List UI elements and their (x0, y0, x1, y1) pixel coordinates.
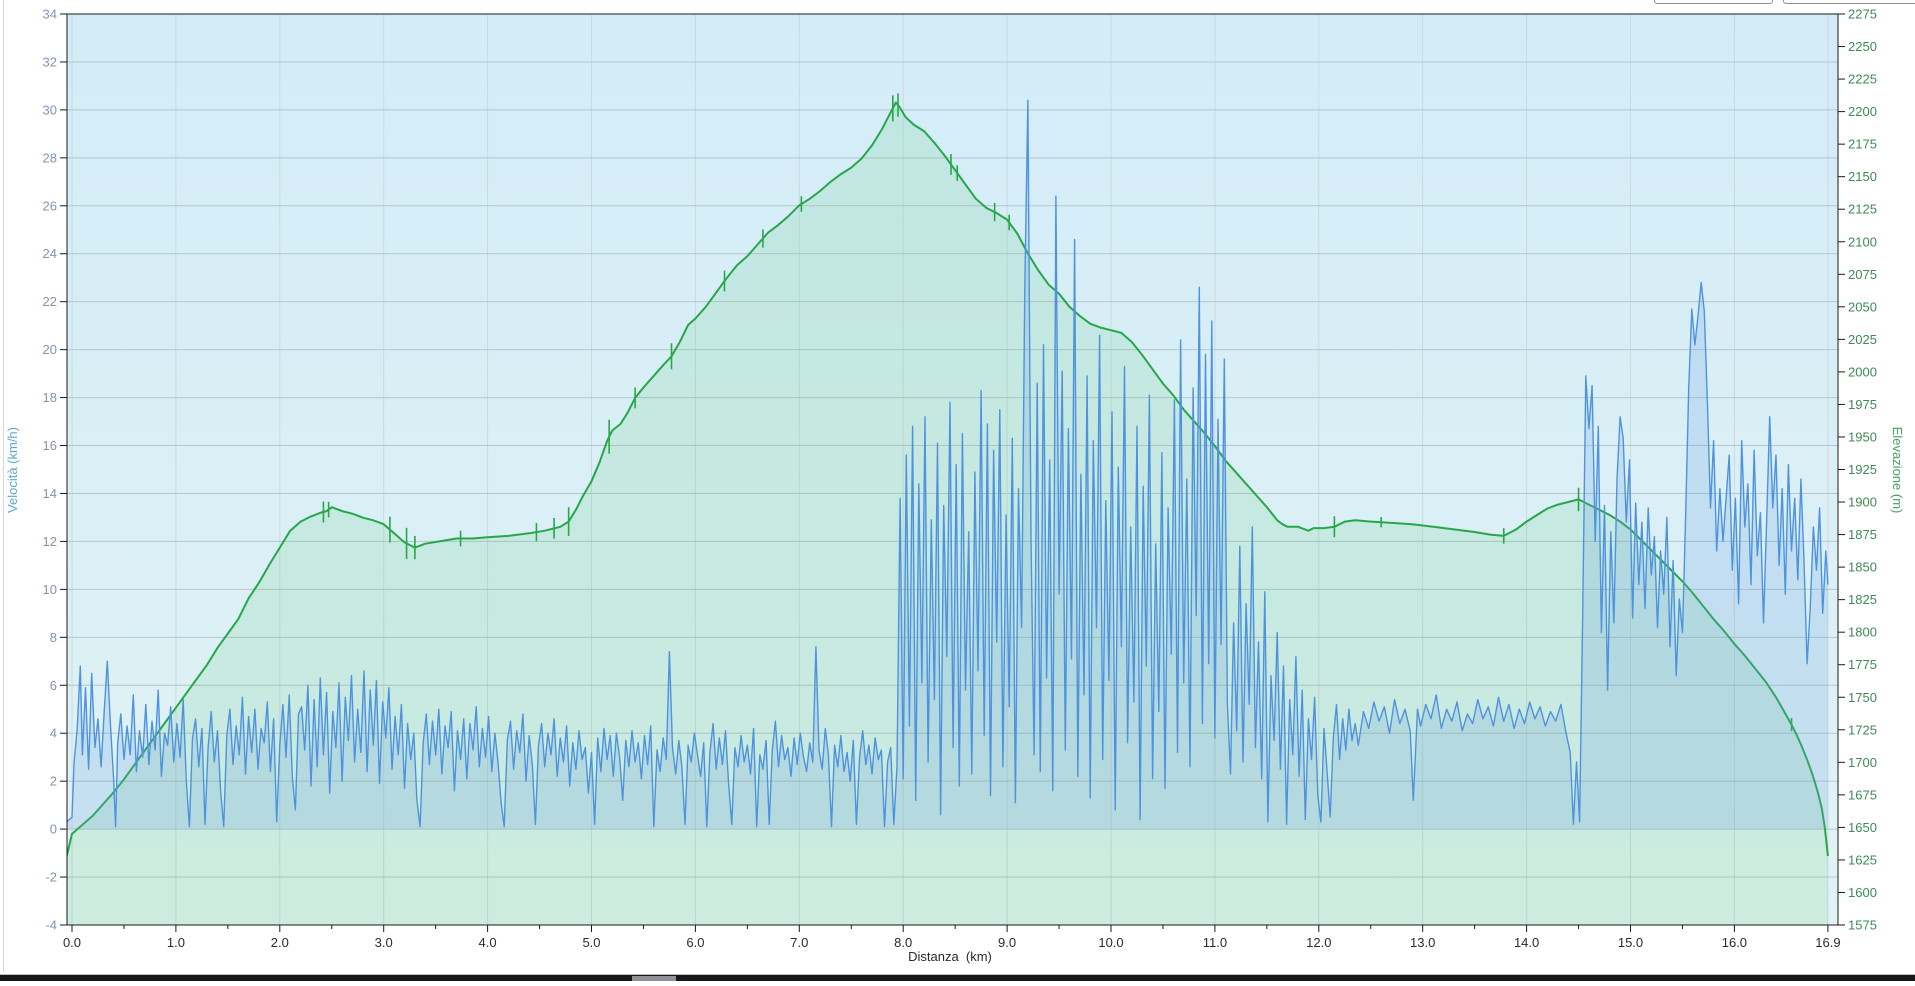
right-axis-tick-label: 2225 (1848, 72, 1877, 87)
x-axis-tick-label: 9.0 (998, 935, 1016, 950)
x-axis-tick-label: 16.0 (1722, 935, 1747, 950)
left-axis-tick-label: 24 (43, 246, 57, 261)
left-axis-tick-label: 28 (43, 150, 57, 165)
left-axis-tick-label: 8 (50, 630, 57, 645)
window-bottom-edge (0, 974, 1915, 981)
right-axis-tick-label: 2100 (1848, 234, 1877, 249)
right-axis-tick-labels: 2275 2250 2225 2200 2175 2150 2125 2100 2075 2050… (1848, 7, 1877, 933)
x-axis-tick-label: 2.0 (271, 935, 289, 950)
left-axis-tick-label: -2 (45, 870, 57, 885)
left-axis-tick-label: 32 (43, 54, 57, 69)
right-axis-tick-label: 1675 (1848, 787, 1877, 802)
x-axis-tick-label: 6.0 (686, 935, 704, 950)
left-axis-tick-label: 4 (50, 726, 57, 741)
right-axis-tick-label: 1925 (1848, 462, 1877, 477)
right-axis-tick-label: 1900 (1848, 495, 1877, 510)
left-axis-tick-label: 16 (43, 438, 57, 453)
right-axis-tick-label: 1975 (1848, 397, 1877, 412)
left-axis-tick-label: 14 (43, 486, 57, 501)
x-axis-tick-label: 4.0 (479, 935, 497, 950)
x-axis-tick-label: 7.0 (790, 935, 808, 950)
toolbar-button-1[interactable] (1654, 0, 1773, 4)
right-axis-title: Elevazione (m) (1890, 427, 1905, 514)
right-axis-tick-label: 2250 (1848, 39, 1877, 54)
right-axis-tick-label: 2025 (1848, 332, 1877, 347)
left-axis-tick-label: 34 (43, 7, 57, 22)
left-axis-title: Velocità (km/h) (5, 427, 20, 513)
x-axis-tick-label: 10.0 (1098, 935, 1123, 950)
x-axis-tick-label: 8.0 (894, 935, 912, 950)
left-axis-tick-label: 2 (50, 774, 57, 789)
panel-left-border (3, 0, 4, 972)
left-axis-tick-label: 0 (50, 822, 57, 837)
x-axis-tick-label: 13.0 (1410, 935, 1435, 950)
x-axis-tick-label: 5.0 (582, 935, 600, 950)
elevation-fill (67, 102, 1828, 925)
speed-line (67, 99, 1829, 828)
toolbar-button-2[interactable] (1783, 0, 1915, 4)
right-axis-tick-label: 2150 (1848, 169, 1877, 184)
elevation-area-series (67, 93, 1829, 925)
x-axis-tick-labels: 0.0 1.0 2.0 3.0 4.0 5.0 6.0 7.0 8.0 9.0 10.0 11.0 12… (63, 935, 1841, 950)
left-axis-tick-label: 12 (43, 534, 57, 549)
grid-horizontal (67, 61, 1838, 878)
right-axis-tick-label: 1700 (1848, 755, 1877, 770)
right-axis-tick-label: 1600 (1848, 885, 1877, 900)
x-axis-tick-label: 3.0 (375, 935, 393, 950)
speed-fill (67, 100, 1828, 830)
right-axis-tick-label: 2050 (1848, 299, 1877, 314)
right-axis-tick-label: 2175 (1848, 137, 1877, 152)
speed-line-series (67, 99, 1829, 830)
x-axis-tick-label: 14.0 (1514, 935, 1539, 950)
right-axis-tick-label: 1775 (1848, 657, 1877, 672)
left-axis-tick-label: 30 (43, 102, 57, 117)
right-axis-tick-label: 2125 (1848, 202, 1877, 217)
right-axis-tick-label: 2000 (1848, 364, 1877, 379)
right-axis-tick-label: 2275 (1848, 7, 1877, 22)
right-axis-tick-label: 1800 (1848, 625, 1877, 640)
x-axis-tick-label: 16.9 (1815, 935, 1840, 950)
x-axis-tick-label: 0.0 (63, 935, 81, 950)
right-axis-tick-label: 1650 (1848, 820, 1877, 835)
x-axis-title: Distanza (km) (908, 949, 992, 964)
right-axis-tick-label: 1875 (1848, 527, 1877, 542)
right-axis-tick-label: 1825 (1848, 592, 1877, 607)
x-axis-tick-label: 15.0 (1618, 935, 1643, 950)
left-axis-tick-label: 22 (43, 294, 57, 309)
left-axis-tick-label: -4 (45, 918, 57, 933)
window-bottom-edge-segment (632, 976, 676, 981)
x-axis-tick-label: 12.0 (1306, 935, 1331, 950)
right-axis-tick-label: 1725 (1848, 722, 1877, 737)
axis-ticks (60, 13, 1845, 932)
left-axis-tick-label: 18 (43, 390, 57, 405)
right-axis-tick-label: 1625 (1848, 852, 1877, 867)
right-axis-tick-label: 1850 (1848, 560, 1877, 575)
x-axis-tick-label: 11.0 (1203, 935, 1227, 950)
left-axis-tick-label: 26 (43, 198, 57, 213)
right-axis-tick-label: 2200 (1848, 104, 1877, 119)
x-axis-tick-label: 1.0 (167, 935, 185, 950)
right-axis-tick-label: 2075 (1848, 267, 1877, 282)
left-axis-tick-label: 20 (43, 342, 57, 357)
left-axis-tick-label: 6 (50, 678, 57, 693)
elevation-line (67, 101, 1829, 857)
right-axis-tick-label: 1575 (1848, 918, 1877, 933)
right-axis-tick-label: 1750 (1848, 690, 1877, 705)
left-axis-tick-label: 10 (43, 582, 57, 597)
right-axis-tick-label: 1950 (1848, 429, 1877, 444)
